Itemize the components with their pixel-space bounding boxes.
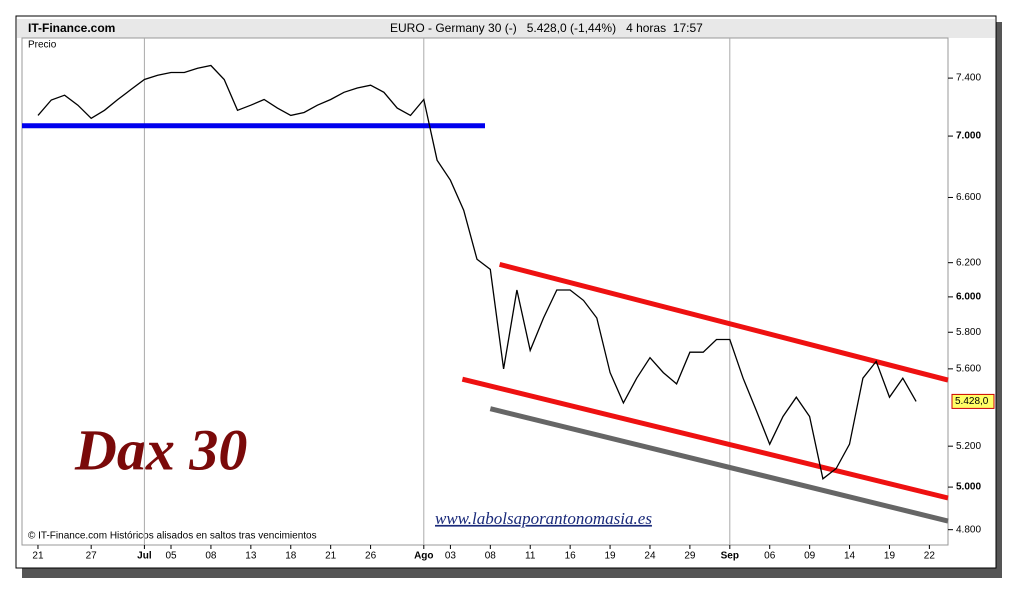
plot-layer: 4.800 5.000 5.200 5.600 5.800 6.000 6.200 6.600…: [22, 38, 995, 562]
x-tick-label: 11: [525, 551, 536, 562]
x-tick-label: 24: [644, 551, 656, 562]
y-tick-label: 7.000: [956, 131, 981, 142]
y-tick-label: 5.600: [956, 364, 981, 375]
trendline: [461, 376, 949, 501]
y-tick-label: 5.000: [956, 482, 981, 493]
x-tick-label: 16: [565, 551, 577, 562]
last-price-box: [951, 393, 995, 409]
x-tick-label: 08: [205, 551, 217, 562]
x-tick-label: 09: [804, 551, 816, 562]
trendline: [499, 261, 949, 383]
x-tick-label: Ago: [414, 551, 433, 562]
x-tick-label: 08: [485, 551, 497, 562]
x-tick-label: 13: [245, 551, 257, 562]
y-tick-label: 5.800: [956, 327, 981, 338]
y-tick-label: 6.200: [956, 257, 981, 268]
y-tick-label: 5.200: [956, 441, 981, 452]
x-tick-label: 21: [325, 551, 337, 562]
footnote: © IT-Finance.com Históricos alisados en …: [28, 531, 317, 542]
title-bar: [17, 19, 995, 38]
x-tick-label: 26: [365, 551, 377, 562]
x-tick-label: 14: [844, 551, 856, 562]
x-tick-label: 19: [605, 551, 617, 562]
source: IT-Finance.com: [28, 21, 115, 35]
x-tick-label: 05: [165, 551, 177, 562]
trendline: [489, 406, 949, 524]
x-tick-label: 27: [86, 551, 98, 562]
x-tick-label: 19: [884, 551, 896, 562]
x-tick-label: Sep: [721, 551, 739, 562]
website: www.labolsaporantonomasia.es: [435, 509, 652, 528]
y-label: Precio: [28, 40, 57, 51]
y-tick-label: 7.400: [956, 73, 981, 84]
x-tick-label: 18: [285, 551, 297, 562]
y-tick-label: 6.600: [956, 192, 981, 203]
annotation: Dax 30: [74, 417, 247, 482]
y-tick-label: 6.000: [956, 292, 981, 303]
x-tick-label: 03: [445, 551, 457, 562]
last-price-label: 5.428,0: [955, 396, 989, 407]
x-tick-label: 22: [924, 551, 936, 562]
price-line: [37, 64, 917, 480]
x-tick-label: 29: [684, 551, 696, 562]
x-tick-label: 21: [32, 551, 44, 562]
x-tick-label: Jul: [137, 551, 152, 562]
x-tick-label: 06: [764, 551, 776, 562]
y-tick-label: 4.800: [956, 524, 981, 535]
chart-title: EURO - Germany 30 (-) 5.428,0 (-1,44%) 4…: [390, 21, 703, 35]
